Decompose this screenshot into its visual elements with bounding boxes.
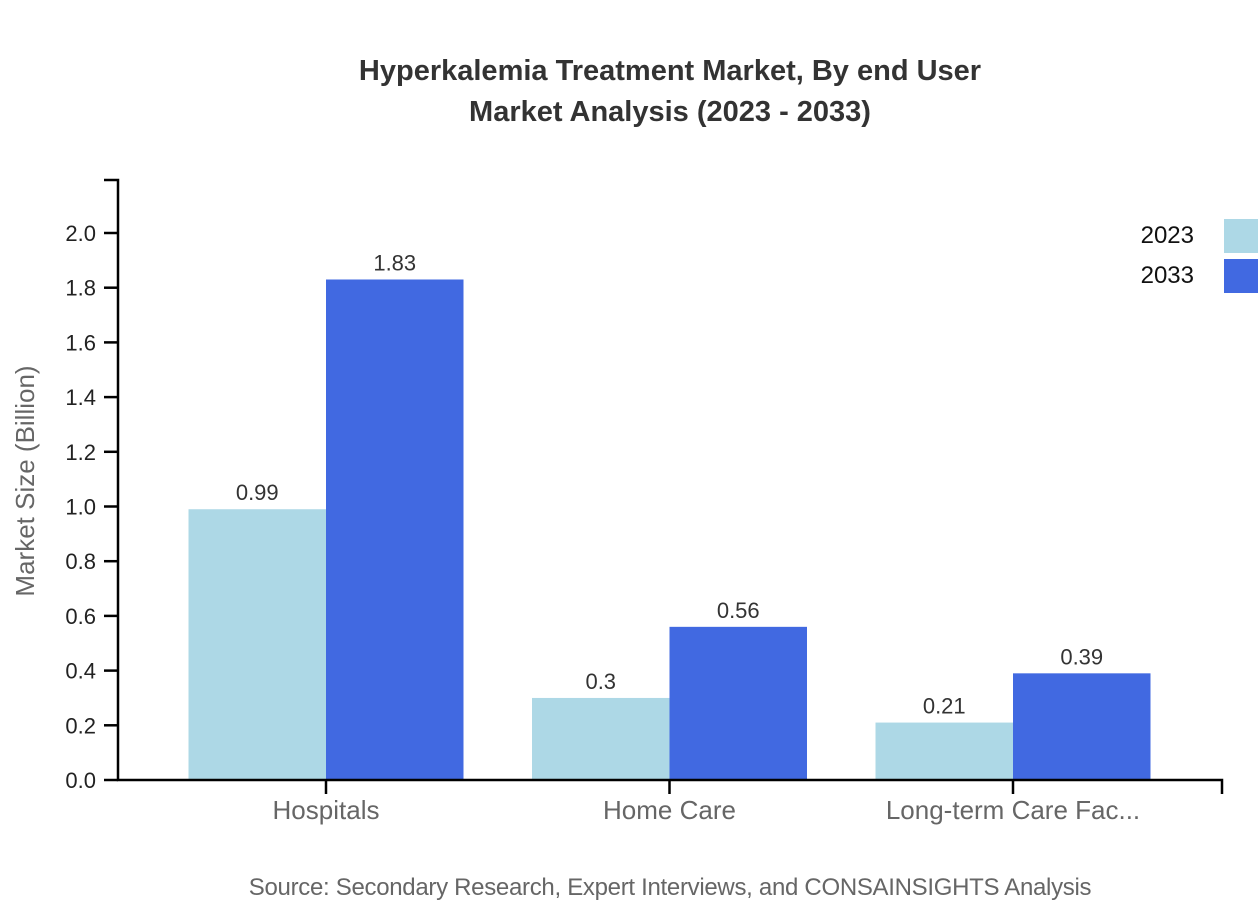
legend-swatch-2033 [1224, 259, 1258, 293]
bar-2023-1 [532, 697, 670, 780]
bar-value-label: 1.83 [373, 250, 416, 275]
y-tick-label: 1.6 [65, 330, 96, 355]
y-tick-label: 1.0 [65, 495, 96, 520]
x-category-label: Hospitals [273, 795, 380, 825]
source-attribution: Source: Secondary Research, Expert Inter… [248, 874, 1092, 901]
y-tick-label: 1.4 [65, 385, 96, 410]
y-tick-label: 0.8 [65, 549, 96, 574]
chart-title-line2: Market Analysis (2023 - 2033) [469, 96, 871, 128]
y-tick-label: 0.2 [65, 713, 96, 738]
legend: 2023 2033 [1141, 219, 1258, 293]
bar-value-label: 0.56 [717, 598, 760, 623]
bar-value-label: 0.39 [1060, 644, 1103, 669]
x-category-label: Long-term Care Fac... [886, 795, 1140, 825]
bar-value-label: 0.21 [923, 694, 966, 719]
legend-item-2023: 2023 [1141, 219, 1258, 253]
chart-title-line1: Hyperkalemia Treatment Market, By end Us… [358, 55, 982, 87]
chart-title: Hyperkalemia Treatment Market, By end Us… [118, 51, 1222, 133]
y-tick-label: 0.0 [65, 768, 96, 793]
y-axis-title: Market Size (Billion) [10, 365, 40, 596]
legend-item-2033: 2033 [1141, 259, 1258, 293]
bar-2023-2 [875, 722, 1013, 780]
bar-value-label: 0.99 [236, 480, 279, 505]
legend-label-2023: 2023 [1140, 222, 1194, 249]
bar-2023-0 [188, 509, 326, 780]
y-tick-label: 1.2 [65, 440, 96, 465]
bar-value-label: 0.3 [585, 669, 616, 694]
y-tick-label: 0.4 [65, 659, 96, 684]
y-tick-label: 2.0 [65, 221, 96, 246]
legend-swatch-2023 [1224, 219, 1258, 253]
legend-label-2033: 2033 [1140, 262, 1194, 289]
y-tick-label: 0.6 [65, 604, 96, 629]
bar-2033-1 [669, 626, 807, 780]
bar-2033-0 [326, 279, 464, 780]
y-tick-label: 1.8 [65, 276, 96, 301]
x-category-label: Home Care [603, 795, 736, 825]
bar-2033-2 [1013, 673, 1151, 780]
